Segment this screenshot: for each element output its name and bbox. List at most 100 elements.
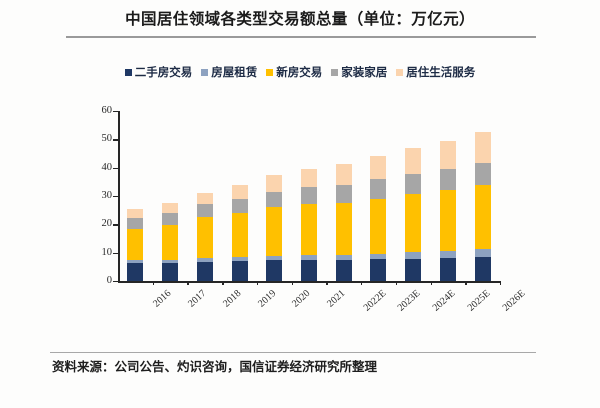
- bar-stack[interactable]: [439, 140, 456, 281]
- bar-segment[interactable]: [474, 185, 491, 250]
- x-axis-tick-label: 2020: [290, 288, 313, 310]
- x-axis-tick-label: 2022E: [361, 288, 389, 314]
- bar-segment[interactable]: [266, 191, 283, 208]
- x-axis-tick-label: 2025E: [465, 288, 493, 314]
- chart-legend: 二手房交易 房屋租赁 新房交易 家装家居 居住生活服务: [0, 66, 600, 78]
- legend-item-4[interactable]: 家装家居: [331, 66, 387, 78]
- bar-segment[interactable]: [405, 173, 422, 195]
- bar-segment[interactable]: [474, 249, 491, 257]
- bar-segment[interactable]: [266, 175, 283, 192]
- bar-segment[interactable]: [370, 198, 387, 254]
- bar-segment[interactable]: [231, 261, 248, 281]
- bar-segment[interactable]: [474, 162, 491, 186]
- bar-segment[interactable]: [405, 194, 422, 253]
- bar-stack[interactable]: [127, 208, 144, 281]
- legend-swatch-icon: [331, 68, 339, 76]
- source-note: 资料来源：公司公告、灼识咨询，国信证券经济研究所整理: [52, 359, 378, 374]
- bar-segment[interactable]: [301, 255, 317, 260]
- page-title: 中国居住领域各类型交易额总量（单位：万亿元）: [125, 10, 475, 28]
- legend-item-5[interactable]: 居住生活服务: [396, 66, 475, 78]
- legend-item-3[interactable]: 新房交易: [266, 66, 322, 78]
- bar-segment[interactable]: [370, 155, 387, 180]
- bar-segment[interactable]: [474, 256, 491, 281]
- y-axis-labels: 0 10 20 30 40 50 60: [82, 0, 113, 408]
- y-axis-tick-mark: [113, 139, 118, 141]
- bar-segment[interactable]: [196, 192, 213, 205]
- legend-item-2[interactable]: 房屋租赁: [201, 66, 257, 78]
- bar-segment[interactable]: [127, 217, 144, 229]
- bar-segment[interactable]: [196, 258, 213, 262]
- chart-title-zone: 中国居住领域各类型交易额总量（单位：万亿元）: [0, 8, 600, 30]
- bar-segment[interactable]: [405, 258, 422, 281]
- bar-segment[interactable]: [196, 204, 213, 218]
- bar-stack[interactable]: [405, 148, 422, 281]
- bar-segment[interactable]: [266, 255, 283, 261]
- bar-segment[interactable]: [231, 185, 248, 200]
- bar-segment[interactable]: [439, 250, 456, 258]
- bar-segment[interactable]: [301, 259, 317, 281]
- bar-segment[interactable]: [266, 260, 283, 281]
- bar-segment[interactable]: [405, 252, 422, 259]
- bar-stack[interactable]: [370, 155, 387, 281]
- bar-segment[interactable]: [301, 203, 317, 256]
- bar-segment[interactable]: [335, 260, 352, 281]
- legend-item-1[interactable]: 二手房交易: [124, 65, 193, 79]
- bar-segment[interactable]: [162, 225, 179, 260]
- bar-segment[interactable]: [196, 217, 213, 259]
- legend-swatch-icon: [201, 68, 209, 76]
- bar-segment[interactable]: [370, 179, 387, 199]
- bar-segment[interactable]: [162, 263, 179, 281]
- bar-segment[interactable]: [127, 263, 144, 281]
- bar-stack[interactable]: [162, 203, 179, 281]
- x-axis-tick-mark: [395, 281, 398, 285]
- x-axis-tick-mark: [187, 281, 189, 285]
- x-axis-tick-mark: [326, 281, 328, 285]
- bar-segment[interactable]: [370, 253, 387, 260]
- bar-segment[interactable]: [196, 261, 213, 281]
- bar-segment[interactable]: [335, 163, 352, 185]
- bar-stack[interactable]: [231, 185, 248, 281]
- bar-stack[interactable]: [301, 168, 317, 281]
- y-axis-tick-label: 10: [101, 246, 113, 258]
- bar-segment[interactable]: [266, 207, 283, 256]
- bar-segment[interactable]: [231, 199, 248, 214]
- bar-segment[interactable]: [162, 213, 179, 226]
- bar-stack[interactable]: [196, 192, 213, 281]
- bar-segment[interactable]: [439, 140, 456, 169]
- bar-segment[interactable]: [439, 168, 456, 191]
- x-axis-tick-mark: [500, 281, 502, 285]
- x-axis-tick-label: 2026E: [500, 288, 528, 314]
- bar-segment[interactable]: [335, 184, 352, 203]
- x-axis-tick-label: 2017: [186, 288, 209, 310]
- bar-segment[interactable]: [127, 208, 144, 218]
- bar-stack[interactable]: [335, 163, 352, 281]
- bar-segment[interactable]: [335, 202, 352, 255]
- y-axis-tick-label: 20: [101, 218, 113, 230]
- bar-segment[interactable]: [231, 213, 248, 258]
- bar-stack[interactable]: [266, 175, 283, 281]
- x-axis-line: [118, 281, 500, 283]
- legend-swatch-icon: [266, 68, 274, 76]
- bar-segment[interactable]: [127, 228, 144, 261]
- legend-swatch-icon: [396, 68, 404, 76]
- legend-item-label: 二手房交易: [134, 65, 193, 79]
- bar-segment[interactable]: [439, 257, 456, 281]
- x-axis-tick-label: 2018: [220, 288, 244, 310]
- y-axis-tick-label: 50: [101, 133, 113, 145]
- bar-segment[interactable]: [474, 132, 491, 163]
- bar-segment[interactable]: [370, 259, 387, 281]
- x-axis-tick-label: 2023E: [396, 288, 423, 314]
- bar-segment[interactable]: [231, 257, 248, 262]
- x-axis-tick-mark: [256, 281, 259, 285]
- bar-segment[interactable]: [301, 168, 317, 188]
- bar-segment[interactable]: [301, 187, 317, 204]
- bar-stack[interactable]: [474, 132, 491, 281]
- bar-segment[interactable]: [405, 148, 422, 174]
- bar-segment[interactable]: [162, 203, 179, 214]
- bar-segment[interactable]: [162, 259, 179, 264]
- bar-segment[interactable]: [439, 190, 456, 251]
- bar-segment[interactable]: [127, 260, 144, 264]
- y-axis-tick-label: 0: [106, 275, 112, 286]
- bar-segment[interactable]: [335, 254, 352, 261]
- y-axis-tick-label: 60: [101, 105, 113, 116]
